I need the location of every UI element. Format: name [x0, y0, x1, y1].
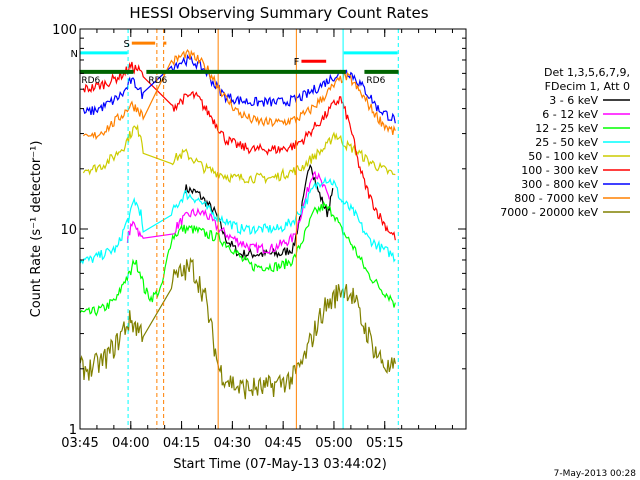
legend-label-300-800-kev: 300 - 800 keV [521, 178, 598, 191]
legend-label-50-100-kev: 50 - 100 keV [528, 150, 598, 163]
legend-header: Det 1,3,5,6,7,9, [544, 66, 630, 79]
legend-label-6-12-kev: 6 - 12 keV [542, 108, 598, 121]
series-line-25-50-kev [80, 176, 396, 265]
x-tick-label: 05:15 [366, 436, 403, 451]
x-axis-label: Start Time (07-May-13 03:44:02) [173, 457, 387, 472]
y-axis-label: Count Rate (s⁻¹ detector⁻¹) [29, 141, 44, 318]
y-tick-label: 10 [60, 223, 77, 238]
decimation-label: RD6 [366, 76, 385, 86]
x-tick-label: 05:00 [315, 436, 352, 451]
legend: Det 1,3,5,6,7,9,FDecim 1, Att 03 - 6 keV… [500, 66, 630, 219]
series-line-6-12-kev [126, 170, 330, 255]
decimation-label: RD6 [148, 76, 167, 86]
series-line-100-300-kev [82, 61, 396, 241]
legend-label-100-300-kev: 100 - 300 keV [521, 164, 598, 177]
legend-label-800-7000-kev: 800 - 7000 keV [514, 192, 598, 205]
y-tick-label: 1 [69, 423, 77, 438]
legend-label-25-50-kev: 25 - 50 keV [535, 136, 598, 149]
flare-label: F [294, 57, 300, 68]
axes: 1 10 100 03:45 04:00 04:15 04:30 04:45 05:00 05:1… [52, 23, 466, 451]
series-line-3-6-kev [184, 163, 334, 261]
series-line-7000-20000-kev [80, 257, 396, 400]
saa-label: S [123, 39, 129, 50]
plot-data [80, 48, 396, 400]
series-line-300-800-kev [82, 54, 396, 124]
legend-label-12-25-kev: 12 - 25 keV [535, 122, 598, 135]
y-tick-label: 100 [52, 23, 77, 38]
x-tick-label: 04:00 [112, 436, 149, 451]
night-label: N [71, 49, 78, 60]
footer-date: 7-May-2013 00:28 [554, 469, 637, 479]
legend-header: FDecim 1, Att 0 [545, 80, 630, 93]
series-line-800-7000-kev [82, 48, 396, 141]
series-line-50-100-kev [82, 124, 396, 185]
chart-title: HESSI Observing Summary Count Rates [129, 4, 428, 22]
x-tick-label: 03:45 [61, 436, 98, 451]
decimation-label: RD6 [81, 76, 100, 86]
x-tick-label: 04:30 [214, 436, 251, 451]
legend-label-7000-20000-kev: 7000 - 20000 keV [500, 206, 598, 219]
x-tick-label: 04:45 [264, 436, 301, 451]
x-tick-label: 04:15 [163, 436, 200, 451]
legend-label-3-6-kev: 3 - 6 keV [549, 94, 598, 107]
plot-markers: N S F RD6 RD6 RD6 [71, 29, 399, 429]
